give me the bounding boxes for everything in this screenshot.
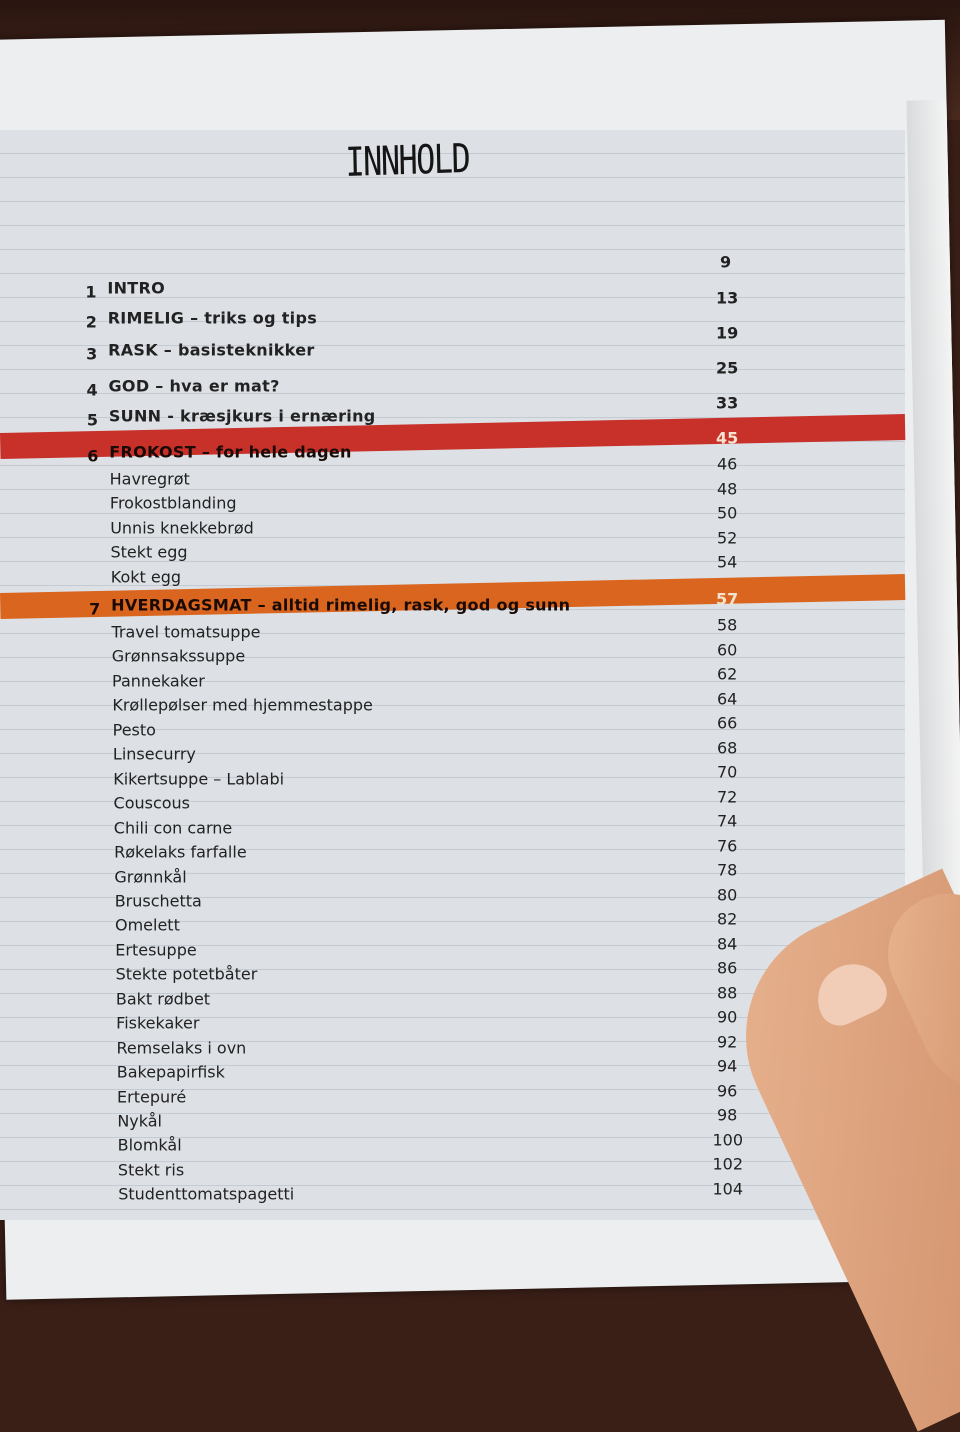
recipe-title: Chili con carne	[113, 818, 233, 838]
section-page: 19	[716, 323, 739, 343]
recipe-page: 48	[717, 479, 738, 498]
recipe-page: 62	[717, 664, 738, 684]
section-title: INTRO	[107, 278, 166, 298]
recipe-page: 64	[717, 689, 738, 708]
recipe-title: Kokt egg	[110, 567, 182, 587]
section-number: 6	[87, 446, 99, 466]
recipe-page: 72	[717, 787, 738, 806]
section-page: 57	[716, 589, 739, 609]
section-number: 1	[85, 282, 97, 302]
recipe-title: Krøllepølser med hjemmestappe	[112, 695, 373, 715]
recipe-page: 80	[717, 885, 738, 904]
recipe-title: Fiskekaker	[116, 1013, 200, 1033]
recipe-page: 46	[717, 454, 738, 474]
recipe-page: 68	[717, 738, 738, 757]
section-number: 5	[86, 410, 99, 430]
recipe-title: Kikertsuppe – Lablabi	[113, 769, 285, 789]
recipe-page: 98	[717, 1105, 738, 1125]
recipe-title: Bakt rødbet	[115, 989, 211, 1009]
section-title: RIMELIG – triks og tips	[107, 308, 318, 328]
recipe-title: Pannekaker	[112, 671, 205, 691]
recipe-title: Frokostblanding	[109, 493, 237, 513]
recipe-title: Omelett	[114, 915, 180, 935]
recipe-title: Pesto	[112, 720, 156, 740]
recipe-title: Ertesuppe	[115, 940, 197, 960]
section-title: RASK – basisteknikker	[108, 340, 315, 360]
recipe-page: 86	[717, 958, 738, 978]
recipe-page: 84	[717, 934, 738, 953]
recipe-page: 50	[717, 503, 738, 523]
section-title: SUNN - kræsjkurs i ernæring	[108, 406, 376, 426]
recipe-title: Travel tomatsuppe	[111, 622, 261, 642]
recipe-page: 66	[717, 713, 738, 733]
recipe-page: 100	[712, 1130, 744, 1149]
recipe-page: 94	[717, 1056, 738, 1076]
section-number: 3	[86, 344, 98, 364]
recipe-title: Remselaks i ovn	[116, 1038, 247, 1058]
recipe-page: 52	[717, 528, 738, 547]
section-page: 25	[716, 358, 739, 378]
recipe-page: 96	[717, 1081, 738, 1100]
section-number: 2	[85, 312, 98, 332]
recipe-page: 74	[717, 811, 738, 831]
recipe-title: Stekt egg	[110, 542, 188, 562]
recipe-title: Bakepapirfisk	[116, 1062, 225, 1082]
recipe-page: 58	[717, 615, 738, 635]
recipe-title: Grønnkål	[114, 867, 187, 886]
section-page: 13	[716, 288, 739, 308]
section-number: 4	[86, 380, 98, 400]
section-number: 7	[89, 599, 101, 619]
recipe-page: 104	[712, 1179, 744, 1198]
recipe-page: 88	[717, 983, 738, 1002]
recipe-title: Unnis knekkebrød	[110, 518, 254, 538]
recipe-page: 54	[717, 552, 738, 572]
recipe-title: Linsecurry	[112, 744, 196, 764]
recipe-page: 78	[717, 860, 738, 880]
recipe-title: Røkelaks farfalle	[114, 842, 247, 862]
recipe-title: Studenttomatspagetti	[118, 1184, 295, 1204]
recipe-title: Stekt ris	[117, 1160, 185, 1180]
recipe-title: Nykål	[117, 1111, 162, 1131]
recipe-page: 60	[717, 640, 738, 659]
recipe-page: 70	[717, 762, 738, 782]
recipe-title: Havregrøt	[109, 469, 190, 489]
recipe-page: 92	[717, 1032, 738, 1051]
recipe-title: Ertepuré	[117, 1087, 187, 1107]
recipe-page: 82	[717, 909, 738, 929]
section-page: 45	[716, 428, 739, 448]
section-page: 9	[720, 252, 732, 272]
section-title: GOD – hva er mat?	[108, 376, 280, 396]
recipe-page: 102	[712, 1154, 744, 1174]
recipe-title: Couscous	[113, 793, 191, 813]
recipe-title: Blomkål	[117, 1135, 182, 1155]
recipe-title: Bruschetta	[114, 891, 202, 911]
section-title: FROKOST – for hele dagen	[109, 442, 352, 462]
recipe-page: 90	[717, 1007, 738, 1027]
recipe-title: Grønnsakssuppe	[111, 646, 246, 666]
recipe-page: 76	[717, 836, 738, 855]
recipe-title: Stekte potetbåter	[115, 964, 258, 984]
page-title: INNHOLD	[345, 135, 470, 186]
section-title: HVERDAGSMAT – alltid rimelig, rask, god …	[111, 595, 571, 615]
section-page: 33	[716, 393, 739, 413]
